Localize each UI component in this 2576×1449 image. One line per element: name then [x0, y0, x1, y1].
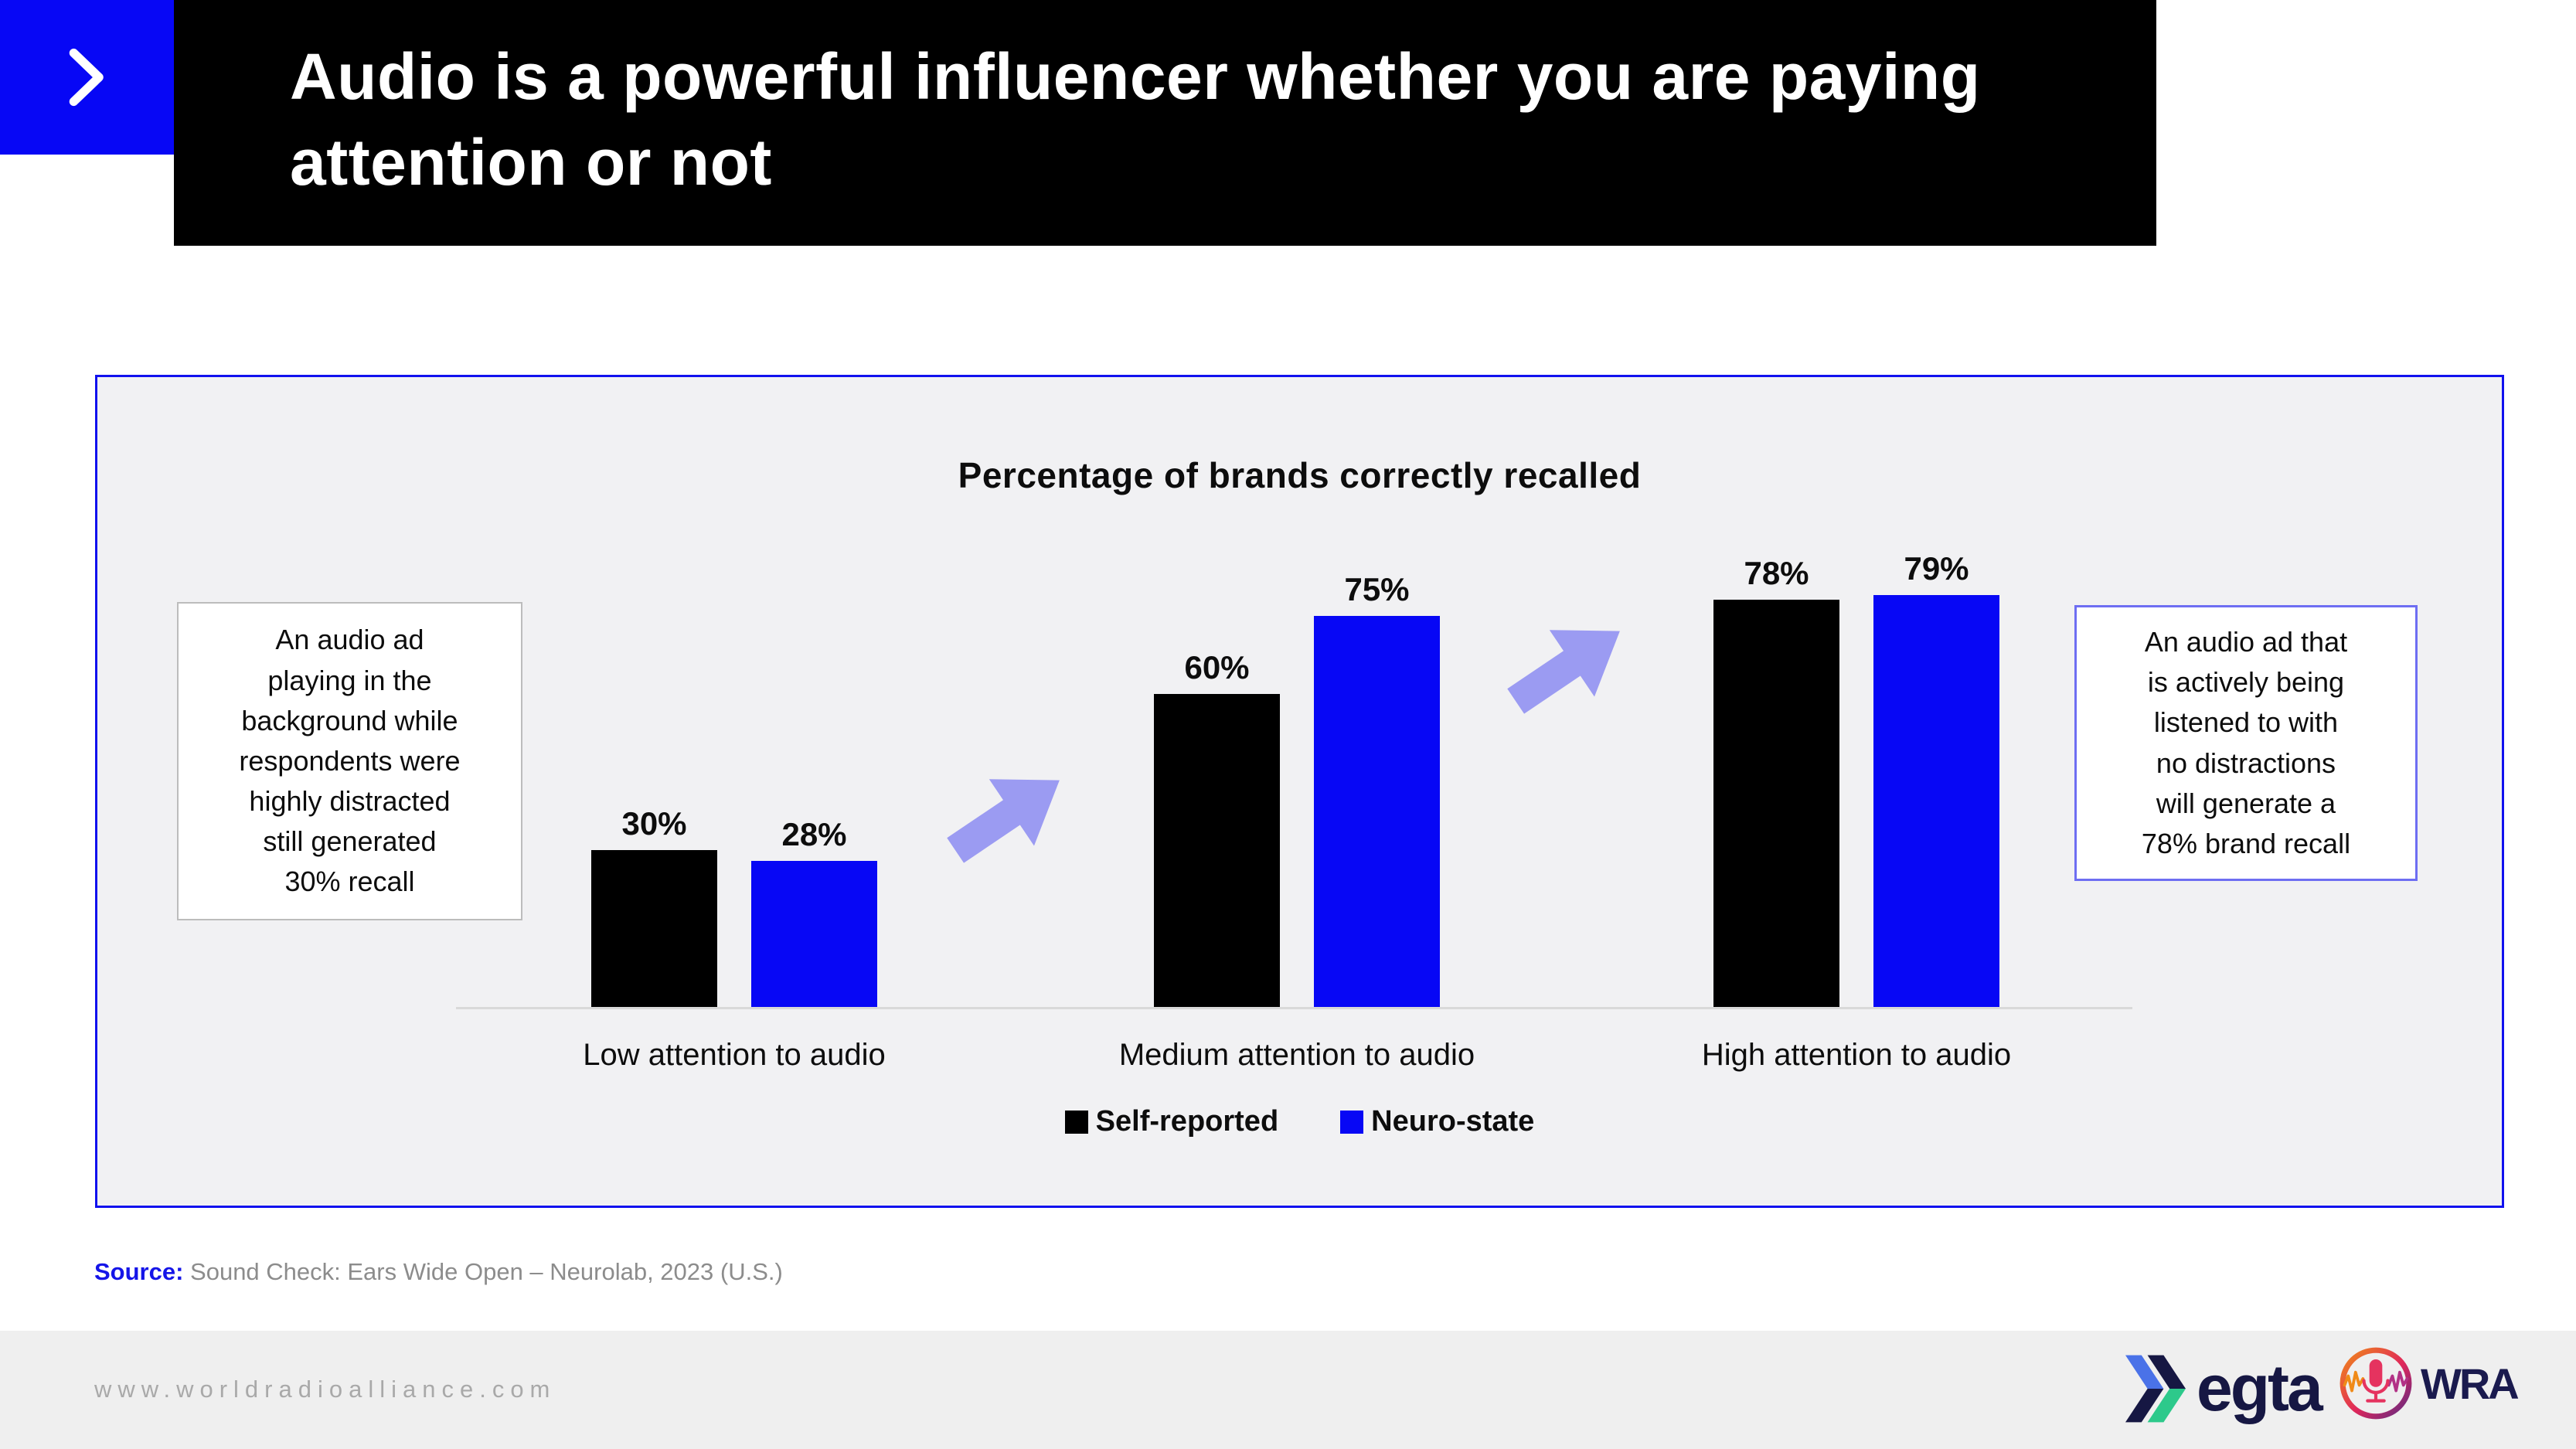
wra-logo-icon: [2339, 1347, 2412, 1420]
bar-value-label: 28%: [781, 816, 847, 852]
bar-value-label: 78%: [1744, 555, 1809, 591]
bar-value-label: 60%: [1184, 649, 1250, 685]
callout-low-attention: An audio ad playing in the background wh…: [177, 602, 522, 920]
legend-swatch: [1340, 1110, 1364, 1134]
chevron-right-icon: [69, 48, 104, 107]
source-line: Source: Sound Check: Ears Wide Open – Ne…: [94, 1258, 783, 1286]
bar-value-label: 75%: [1344, 571, 1410, 607]
legend-label: Self-reported: [1095, 1105, 1279, 1138]
source-label: Source:: [94, 1258, 184, 1285]
bar-neuro-state-3: [1873, 595, 1999, 1007]
wra-logo-text: WRA: [2421, 1359, 2520, 1408]
growth-arrow-icon: [947, 779, 1060, 863]
legend-item-neuro-state: Neuro-state: [1340, 1105, 1534, 1138]
wra-logo: WRA: [2337, 1345, 2520, 1422]
source-text: Sound Check: Ears Wide Open – Neurolab, …: [183, 1258, 783, 1285]
x-axis-line: [456, 1007, 2132, 1009]
growth-arrow-icon: [1507, 630, 1620, 714]
bar-value-label: 30%: [621, 805, 687, 842]
egta-logo: egta: [2125, 1351, 2323, 1426]
footer-bar: www.worldradioalliance.com egta: [0, 1331, 2576, 1449]
chart-title: Percentage of brands correctly recalled: [958, 455, 1642, 495]
chart-legend: Self-reported Neuro-state: [97, 1105, 2502, 1138]
bar-neuro-state-1: [751, 861, 877, 1007]
bar-self-reported-1: [591, 850, 717, 1007]
slide-title: Audio is a powerful influencer whether y…: [290, 40, 1981, 199]
bar-value-label: 79%: [1904, 550, 1969, 587]
legend-item-self-reported: Self-reported: [1064, 1105, 1279, 1138]
footer-url[interactable]: www.worldradioalliance.com: [94, 1376, 556, 1403]
bar-self-reported-2: [1154, 694, 1280, 1007]
legend-swatch: [1064, 1110, 1088, 1134]
header-accent-square: [0, 0, 174, 155]
header-bar: Audio is a powerful influencer whether y…: [174, 0, 2156, 246]
bar-neuro-state-2: [1314, 616, 1440, 1007]
legend-label: Neuro-state: [1371, 1105, 1535, 1138]
category-label: Medium attention to audio: [1118, 1038, 1475, 1072]
category-label: High attention to audio: [1701, 1038, 2012, 1072]
callout-high-attention: An audio ad that is actively being liste…: [2074, 605, 2418, 881]
bar-self-reported-3: [1713, 600, 1839, 1007]
category-label: Low attention to audio: [583, 1038, 886, 1072]
egta-logo-icon: [2125, 1355, 2186, 1422]
egta-logo-text: egta: [2197, 1352, 2323, 1424]
chart-panel: Percentage of brands correctly recalled …: [95, 375, 2504, 1208]
